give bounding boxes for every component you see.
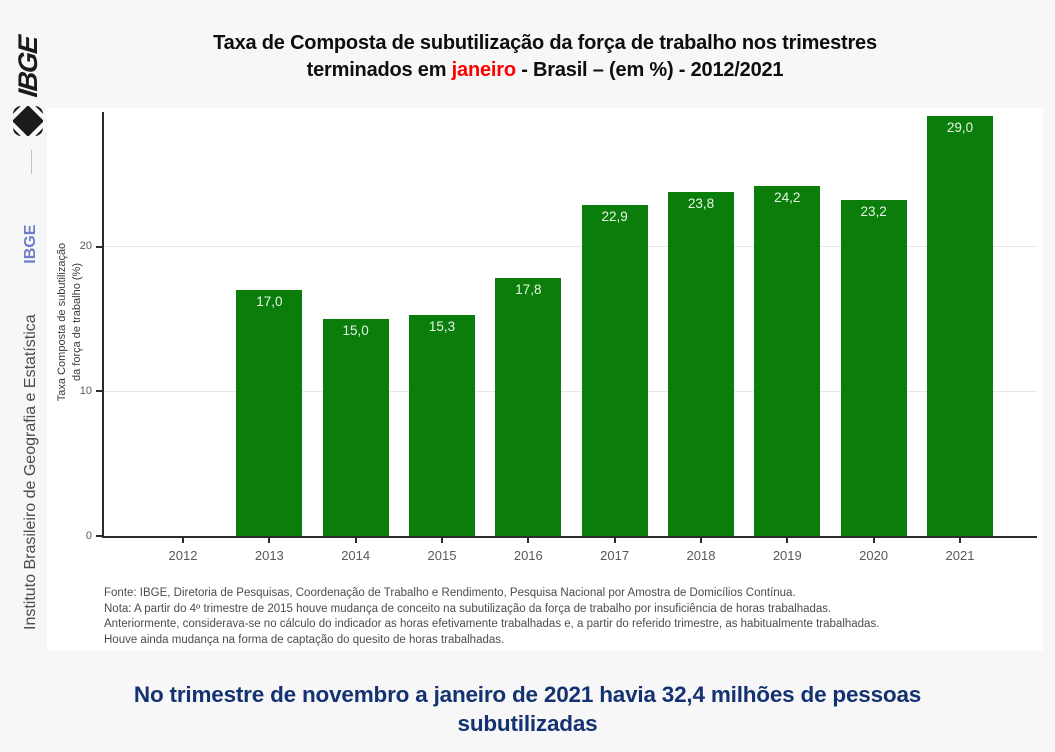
bottom-statement-line1: No trimestre de novembro a janeiro de 20… <box>133 682 922 707</box>
y-tick-label: 0 <box>85 529 92 542</box>
bottom-statement-line2: subutilizadas <box>457 711 598 736</box>
x-tick-label: 2013 <box>254 548 284 563</box>
x-axis-line <box>102 536 1037 538</box>
bar-2021: 29,0 <box>926 116 993 536</box>
bar-2017: 22,9 <box>581 204 648 536</box>
bar-value-label: 17,8 <box>515 282 542 298</box>
bar-2015: 15,3 <box>408 314 475 536</box>
gridline <box>104 390 1037 392</box>
chart-title-line1: Taxa de Composta de subutilização da for… <box>213 32 877 54</box>
ibge-logo-text: IBGE <box>12 35 43 99</box>
org-name-text: Instituto Brasileiro de Geografia e Esta… <box>22 314 39 630</box>
y-tick-label: 20 <box>79 240 92 253</box>
y-tick-mark <box>96 245 102 248</box>
x-tick-label: 2018 <box>686 548 716 563</box>
plot-area: 0 10 20 2012 17,0 2013 15,0 2014 15,3 2015 17,8 201… <box>80 112 1037 563</box>
note-line-1: Nota: A partir do 4º trimestre de 2015 h… <box>104 602 832 615</box>
x-tick-mark <box>354 538 357 543</box>
x-tick-label: 2015 <box>427 548 457 563</box>
source-notes: Fonte: IBGE, Diretoria de Pesquisas, Coo… <box>104 586 1034 648</box>
chart-panel: Taxa Composta de subutilização da força … <box>47 108 1043 651</box>
x-tick-label: 2020 <box>859 548 889 563</box>
ibge-logo-icon <box>5 98 51 144</box>
bar-value-label: 23,2 <box>860 204 887 220</box>
gridline <box>104 246 1037 248</box>
x-tick-mark <box>527 538 530 543</box>
note-line-3: Houve ainda mudança na forma de captação… <box>104 633 505 646</box>
title-line2-post: - Brasil – (em %) - 2012/2021 <box>515 59 784 81</box>
x-tick-label: 2014 <box>341 548 371 563</box>
x-tick-mark <box>699 538 702 543</box>
ibge-logo: IBGE <box>5 7 51 144</box>
x-tick-label: 2017 <box>600 548 630 563</box>
chart-title: Taxa de Composta de subutilização da for… <box>47 30 1043 84</box>
x-tick-mark <box>872 538 875 543</box>
y-axis-label-line1: Taxa Composta de subutilização <box>56 242 68 402</box>
y-tick-label: 10 <box>79 384 92 397</box>
y-tick-mark <box>96 390 102 393</box>
bar-value-label: 29,0 <box>946 120 974 136</box>
y-tick-mark <box>96 535 102 537</box>
bar-2019: 24,2 <box>754 185 821 536</box>
org-abbr-text: IBGE <box>22 224 39 264</box>
title-line2-pre: terminados em <box>306 59 452 81</box>
bar-2014: 15,0 <box>322 318 389 536</box>
sidebar-org: Instituto Brasileiro de Geografia e Esta… <box>21 150 41 630</box>
y-axis-line <box>102 112 104 538</box>
bar-value-label: 17,0 <box>256 293 283 309</box>
chart-title-line2: terminados em janeiro - Brasil – (em %) … <box>47 57 1043 84</box>
x-tick-label: 2021 <box>945 548 975 563</box>
y-axis-label: Taxa Composta de subutilização da força … <box>55 202 87 442</box>
bar-2016: 17,8 <box>495 278 562 536</box>
title-highlight: janeiro <box>451 59 516 81</box>
x-tick-mark <box>958 538 961 543</box>
bar-2020: 23,2 <box>840 200 907 536</box>
x-tick-mark <box>786 538 789 543</box>
x-tick-label: 2012 <box>168 548 198 563</box>
x-tick-mark <box>613 538 616 543</box>
bar-value-label: 22,9 <box>601 208 628 224</box>
x-tick-mark <box>182 538 184 543</box>
bottom-statement: No trimestre de novembro a janeiro de 20… <box>0 680 1055 738</box>
source-line: Fonte: IBGE, Diretoria de Pesquisas, Coo… <box>104 587 796 599</box>
bar-value-label: 24,2 <box>774 189 801 205</box>
bar-value-label: 23,8 <box>687 195 715 211</box>
bar-value-label: 15,3 <box>428 318 456 334</box>
x-tick-label: 2019 <box>772 548 802 563</box>
org-divider <box>30 150 32 174</box>
y-axis-label-line2: da força de trabalho (%) <box>71 263 83 382</box>
bar-value-label: 15,0 <box>342 322 369 338</box>
x-tick-label: 2016 <box>513 548 543 563</box>
x-tick-mark <box>440 538 443 543</box>
bar-2018: 23,8 <box>667 191 734 536</box>
note-line-2: Anteriormente, considerava-se no cálculo… <box>104 618 880 630</box>
bar-2013: 17,0 <box>236 289 303 536</box>
x-tick-mark <box>268 538 271 543</box>
